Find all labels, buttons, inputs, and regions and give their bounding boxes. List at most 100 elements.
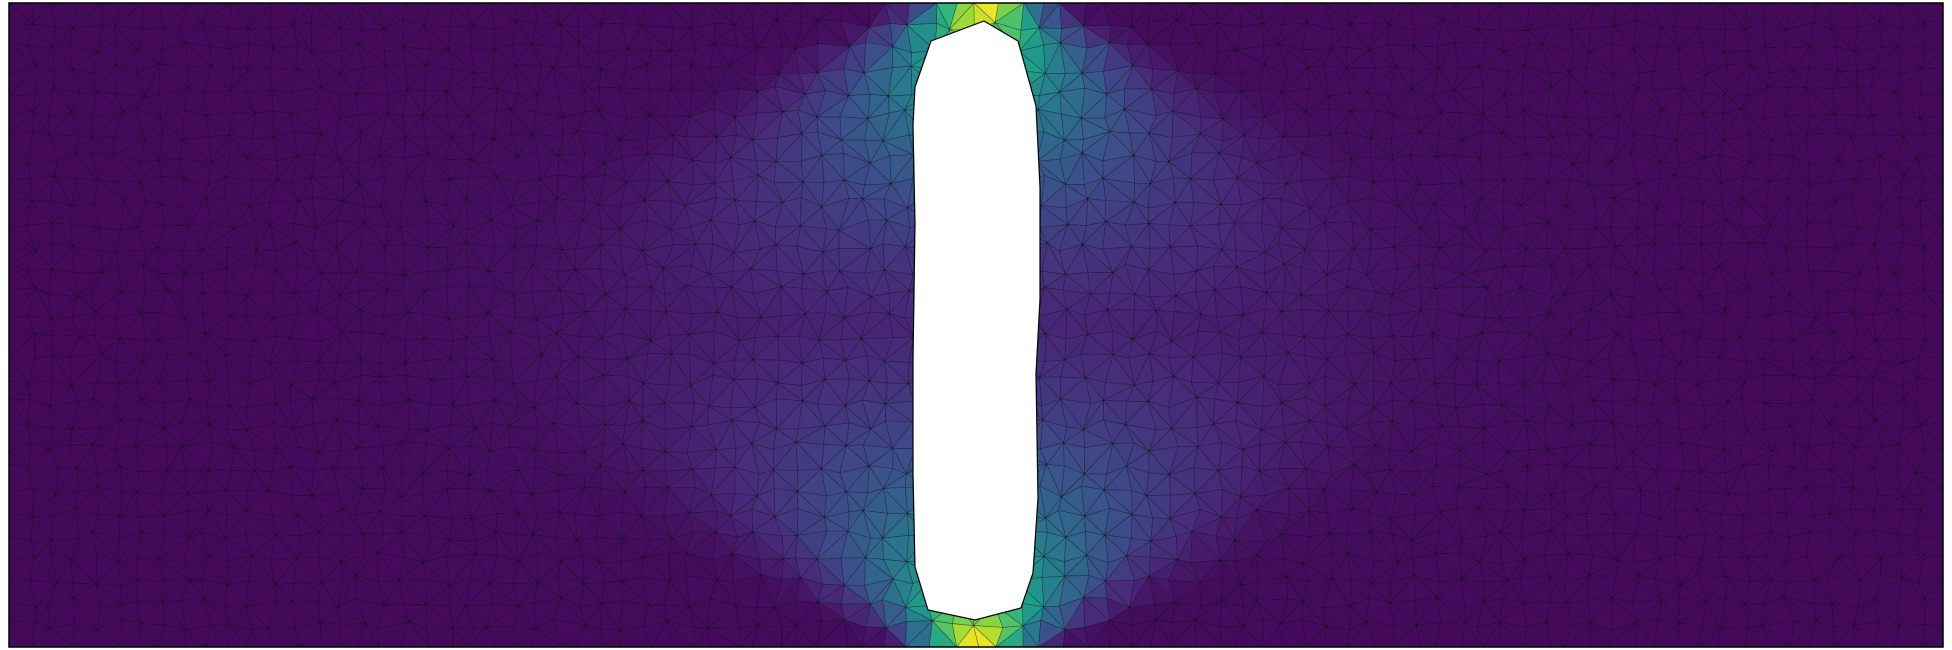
mesh-element xyxy=(1129,132,1150,157)
mesh-element xyxy=(271,89,292,114)
mesh-element xyxy=(1256,136,1284,165)
mesh-element xyxy=(487,138,519,164)
mesh-element xyxy=(1308,66,1330,98)
mesh-element xyxy=(670,28,696,52)
mesh-element xyxy=(422,114,454,138)
mesh-element xyxy=(1722,108,1742,142)
mesh-element xyxy=(1919,117,1944,136)
mesh-element xyxy=(578,2,602,28)
mesh-element xyxy=(1306,2,1333,31)
mesh-element xyxy=(115,41,139,66)
mesh-element xyxy=(1481,114,1510,134)
mesh-element xyxy=(1349,109,1377,140)
mesh-element xyxy=(906,24,936,54)
mesh-element xyxy=(804,72,826,95)
mesh-element xyxy=(229,67,249,93)
mesh-element xyxy=(52,26,74,49)
mesh-element xyxy=(1617,114,1635,136)
mesh-element xyxy=(160,110,185,141)
mesh-element xyxy=(774,86,806,113)
mesh-element xyxy=(935,2,951,31)
mesh-element xyxy=(1436,41,1456,70)
mesh-element xyxy=(449,2,474,28)
mesh-element xyxy=(1857,67,1875,88)
mesh-element xyxy=(1922,47,1944,70)
mesh-element xyxy=(1282,108,1307,138)
mesh-element xyxy=(1346,23,1370,51)
mesh-element xyxy=(1413,19,1443,47)
mesh-element xyxy=(1894,68,1923,93)
mesh-element xyxy=(162,2,190,31)
mesh-element xyxy=(1059,42,1088,74)
mesh-element xyxy=(32,87,55,113)
mesh-element xyxy=(1808,46,1840,72)
mesh-element xyxy=(114,93,147,112)
mesh-element xyxy=(531,43,554,69)
mesh-element xyxy=(1432,89,1455,113)
mesh-element xyxy=(1441,89,1460,114)
mesh-element xyxy=(491,49,517,73)
mesh-element xyxy=(1651,71,1685,91)
mesh-element xyxy=(1327,92,1351,113)
mesh-element xyxy=(1104,108,1126,133)
mesh-element xyxy=(1503,51,1525,73)
mesh-element xyxy=(1432,67,1455,97)
mesh-element xyxy=(597,47,629,70)
mesh-element xyxy=(315,108,342,136)
mesh-element xyxy=(320,133,340,160)
mesh-element xyxy=(534,2,562,26)
mesh-element xyxy=(1103,65,1134,95)
mesh-element xyxy=(1018,27,1040,53)
mesh-element xyxy=(1613,20,1637,50)
mesh-element xyxy=(730,134,754,159)
mesh-element xyxy=(1830,2,1859,30)
mesh-element xyxy=(273,136,299,161)
mesh-element xyxy=(49,134,77,162)
mesh-element xyxy=(1477,29,1504,53)
mesh-element xyxy=(865,26,894,48)
mesh-element xyxy=(1259,116,1284,140)
mesh-element xyxy=(1059,139,1083,160)
mesh-element xyxy=(778,46,796,75)
mesh-element xyxy=(1834,113,1852,137)
mesh-element xyxy=(290,86,323,114)
mesh-element xyxy=(1771,114,1792,141)
mesh-element xyxy=(447,48,475,74)
mesh-element xyxy=(710,42,731,69)
mesh-element xyxy=(1919,94,1944,120)
mesh-element xyxy=(848,93,871,120)
mesh-element xyxy=(1059,42,1083,74)
mesh-element xyxy=(1234,49,1266,74)
mesh-element xyxy=(1063,139,1084,154)
mesh-element xyxy=(1878,20,1899,48)
mesh-element xyxy=(864,117,884,142)
mesh-element xyxy=(269,47,298,70)
mesh-element xyxy=(1282,2,1308,25)
mesh-element xyxy=(1259,88,1282,118)
mesh-element xyxy=(733,24,759,48)
mesh-element xyxy=(864,139,884,164)
mesh-element xyxy=(1059,91,1082,119)
mesh-element xyxy=(1808,22,1832,48)
mesh-element xyxy=(618,63,650,90)
mesh-element xyxy=(444,136,472,161)
mesh-element xyxy=(1171,110,1202,138)
mesh-element xyxy=(1410,89,1443,113)
mesh-element xyxy=(689,89,716,118)
mesh-element xyxy=(136,49,160,74)
mesh-element xyxy=(794,20,819,50)
mesh-element xyxy=(514,63,538,96)
mesh-element xyxy=(135,108,162,141)
mesh-element xyxy=(1563,92,1589,120)
mesh-element xyxy=(405,64,427,91)
mesh-element xyxy=(672,134,694,161)
mesh-element xyxy=(205,114,230,137)
mesh-element xyxy=(1081,72,1107,95)
mesh-element xyxy=(514,64,542,96)
mesh-element xyxy=(1328,96,1351,112)
mesh-element xyxy=(597,23,629,54)
mesh-element xyxy=(425,64,454,92)
mesh-element xyxy=(1521,64,1553,95)
mesh-element xyxy=(627,25,653,51)
